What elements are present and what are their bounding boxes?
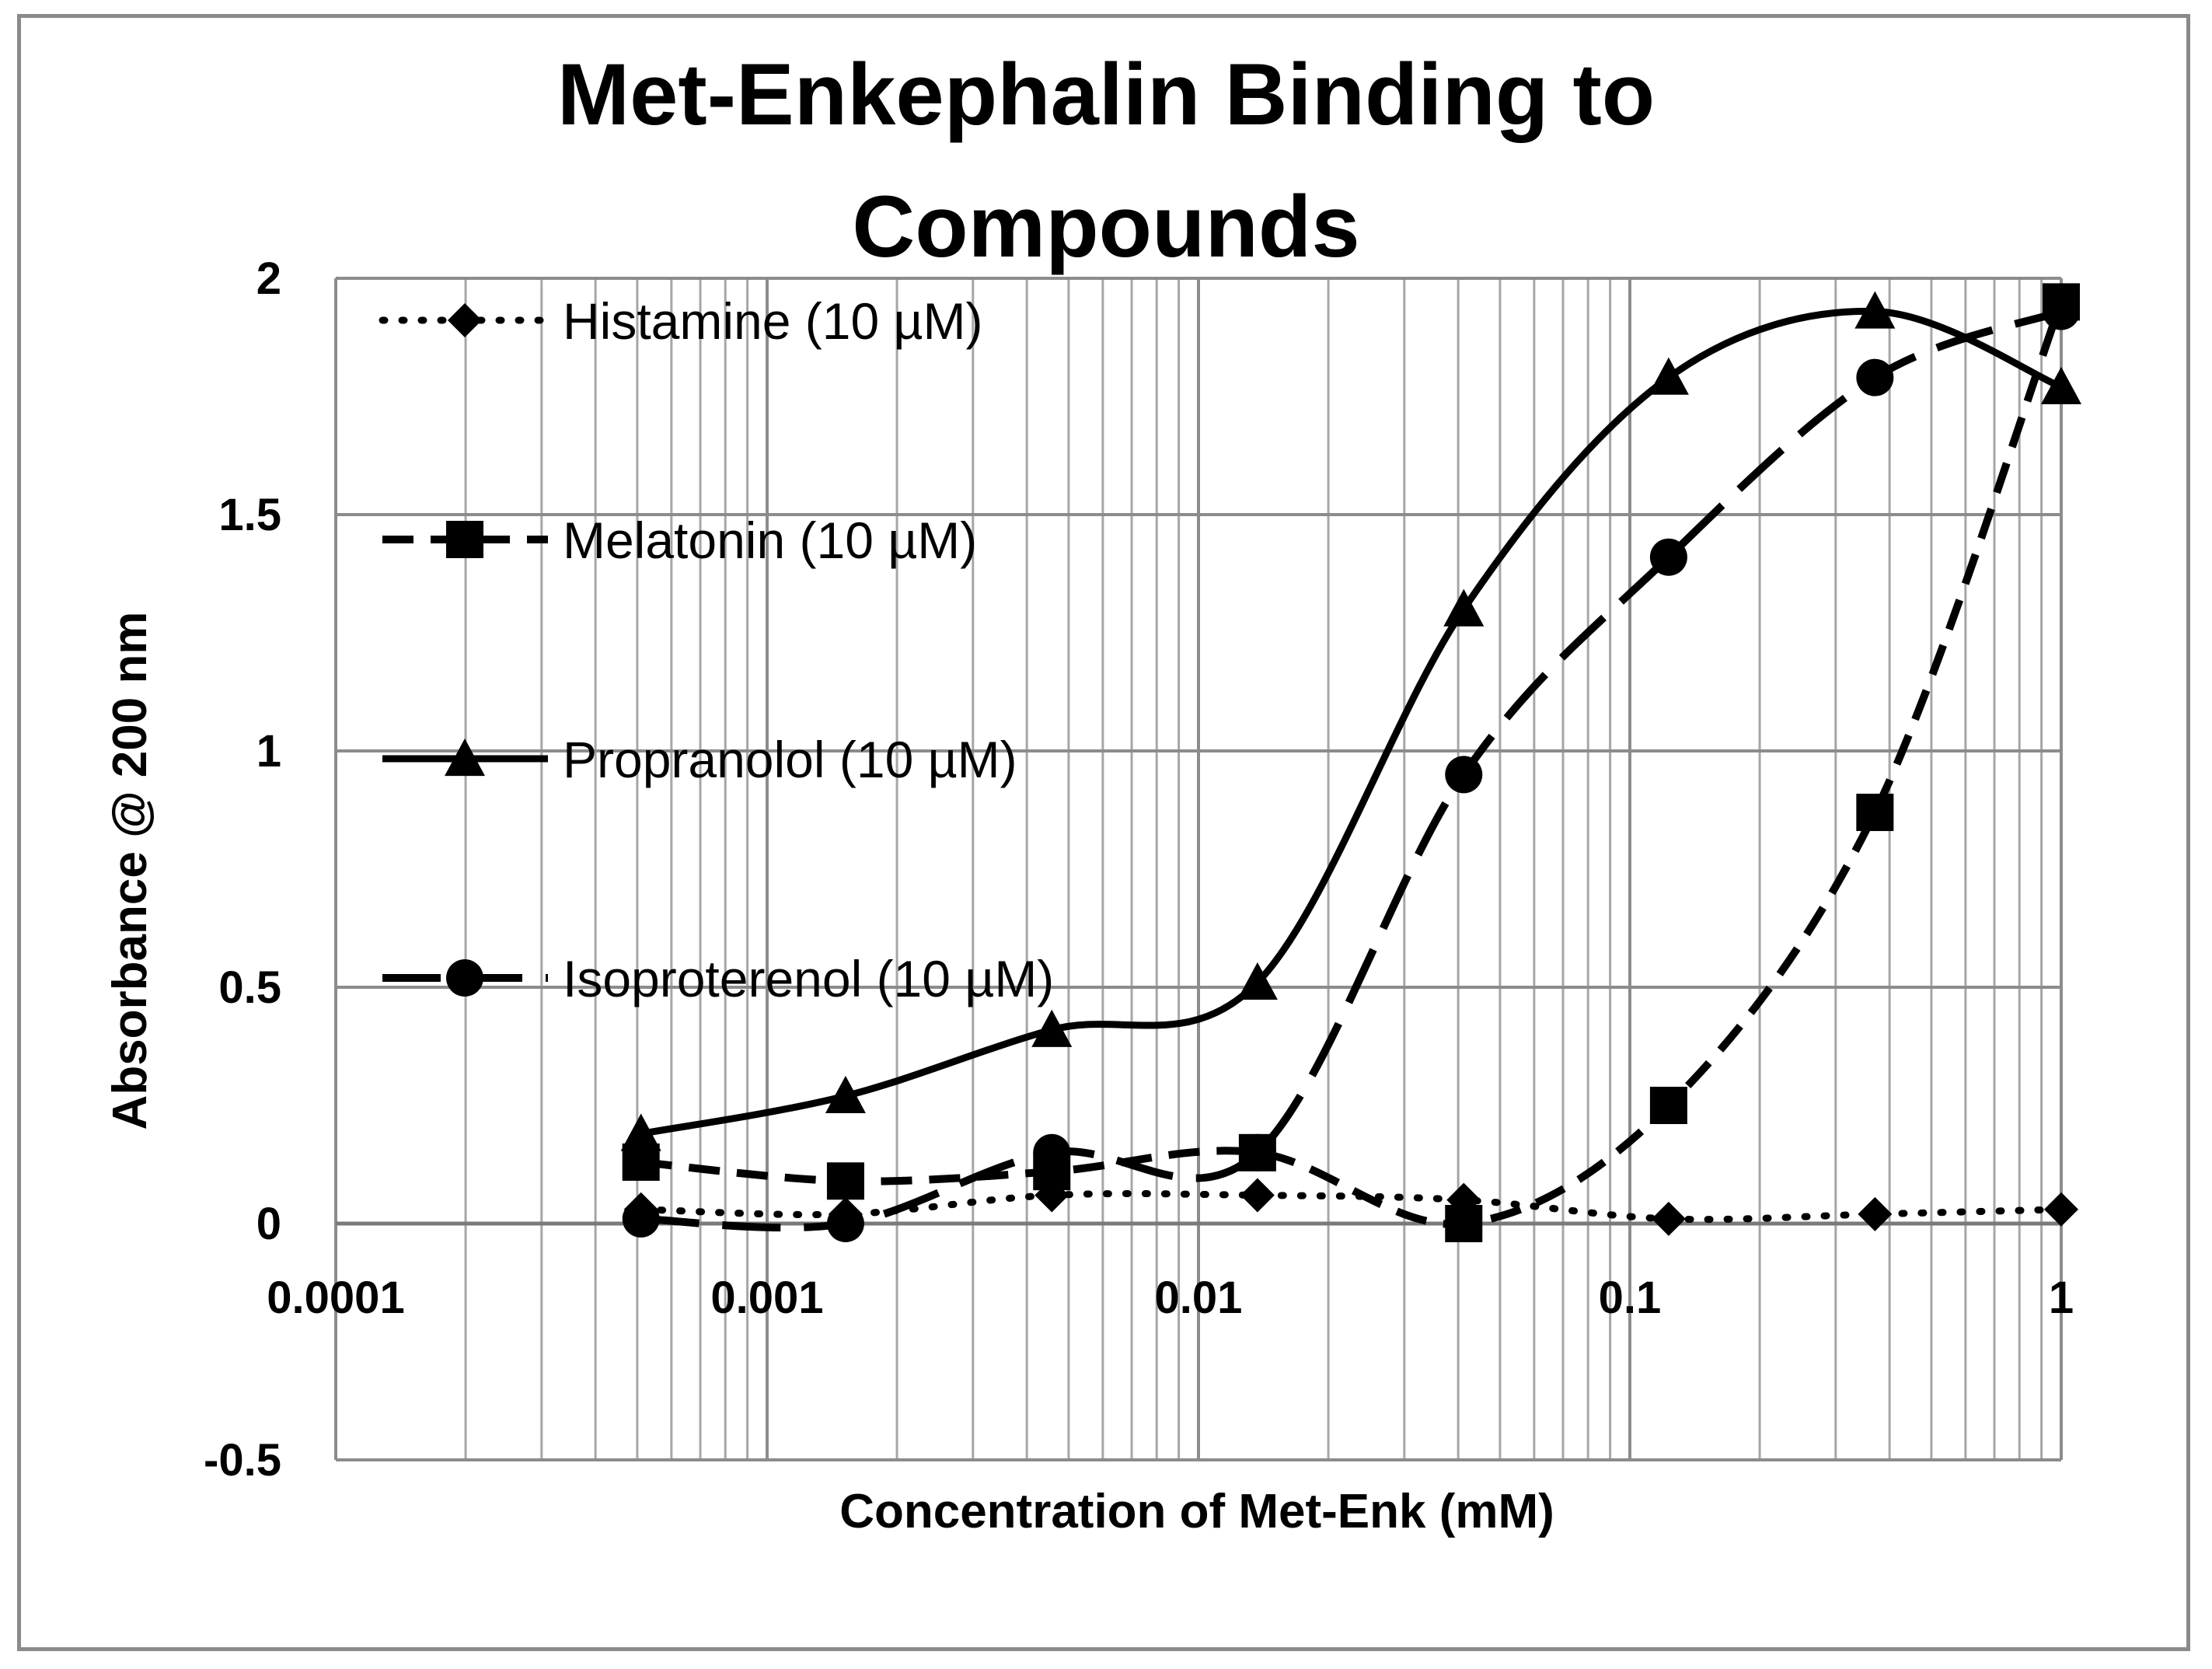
y-tick-label: 0 bbox=[256, 1199, 281, 1249]
data-point-circle bbox=[1445, 756, 1483, 794]
data-point-square bbox=[1445, 1205, 1483, 1242]
legend-entry: Propranolol (10 µM) bbox=[382, 731, 1017, 788]
x-tick-label: 0.1 bbox=[1599, 1273, 1662, 1323]
y-tick-label: 2 bbox=[256, 253, 281, 304]
data-point-square bbox=[826, 1162, 864, 1200]
data-point-circle bbox=[1649, 538, 1687, 576]
data-point-circle bbox=[1238, 1133, 1276, 1171]
y-tick-label: 0.5 bbox=[218, 962, 281, 1013]
series-layer bbox=[620, 283, 2081, 1242]
legend-entry: Isoproterenol (10 µM) bbox=[382, 950, 1054, 1007]
data-point-triangle bbox=[1648, 357, 1689, 395]
series-line bbox=[640, 307, 2063, 1137]
data-point-diamond bbox=[1240, 1178, 1275, 1213]
legend-marker-triangle bbox=[445, 738, 485, 777]
tick-labels: -0.5 0 0.5 1 1.5 2 0.0001 0.001 0.01 0.1 1 bbox=[204, 253, 2074, 1486]
legend-marker-diamond bbox=[448, 303, 482, 337]
data-point-triangle bbox=[1237, 962, 1278, 1000]
data-point-diamond bbox=[1651, 1201, 1686, 1236]
x-axis-label: Concentration of Met-Enk (mM) bbox=[839, 1485, 1554, 1538]
data-point-circle bbox=[2043, 292, 2080, 330]
data-point-triangle bbox=[620, 1113, 661, 1151]
data-point-triangle bbox=[1031, 1009, 1073, 1047]
data-point-circle bbox=[1033, 1133, 1071, 1171]
legend: Histamine (10 µM) Melatonin (10 µM) Propra… bbox=[379, 292, 1054, 1007]
data-point-triangle bbox=[1854, 291, 1896, 329]
data-point-square bbox=[1649, 1087, 1687, 1124]
y-tick-label: 1.5 bbox=[218, 490, 281, 540]
legend-marker-square bbox=[446, 521, 483, 558]
data-point-triangle bbox=[2041, 366, 2081, 404]
y-axis-label: Absorbance @ 200 nm bbox=[103, 612, 157, 1130]
data-point-triangle bbox=[825, 1075, 866, 1113]
series-circle bbox=[622, 292, 2080, 1242]
legend-label: Melatonin (10 µM) bbox=[563, 512, 977, 569]
legend-entry: Histamine (10 µM) bbox=[379, 292, 982, 350]
legend-label: Isoproterenol (10 µM) bbox=[563, 950, 1054, 1007]
y-tick-label: 1 bbox=[256, 726, 281, 777]
x-tick-label: 1 bbox=[2049, 1273, 2074, 1323]
x-tick-label: 0.0001 bbox=[267, 1273, 404, 1323]
data-point-circle bbox=[826, 1205, 864, 1242]
legend-marker-circle bbox=[446, 959, 483, 997]
chart-title-line-1: Met-Enkephalin Binding to bbox=[557, 46, 1655, 143]
data-point-circle bbox=[622, 1199, 660, 1238]
grid bbox=[334, 277, 2063, 1461]
series-triangle bbox=[620, 291, 2081, 1151]
legend-label: Histamine (10 µM) bbox=[563, 292, 982, 350]
x-tick-label: 0.001 bbox=[710, 1273, 823, 1323]
legend-entry: Melatonin (10 µM) bbox=[382, 512, 977, 569]
chart-title-line-2: Compounds bbox=[852, 178, 1359, 275]
data-point-square bbox=[1856, 794, 1894, 832]
data-point-circle bbox=[1856, 358, 1894, 396]
data-point-diamond bbox=[2044, 1192, 2078, 1227]
y-tick-label: -0.5 bbox=[204, 1435, 281, 1486]
data-point-triangle bbox=[1443, 588, 1485, 627]
x-tick-label: 0.01 bbox=[1155, 1273, 1243, 1323]
data-point-diamond bbox=[1858, 1196, 1893, 1231]
legend-label: Propranolol (10 µM) bbox=[563, 731, 1017, 788]
series-line bbox=[640, 307, 2063, 1232]
